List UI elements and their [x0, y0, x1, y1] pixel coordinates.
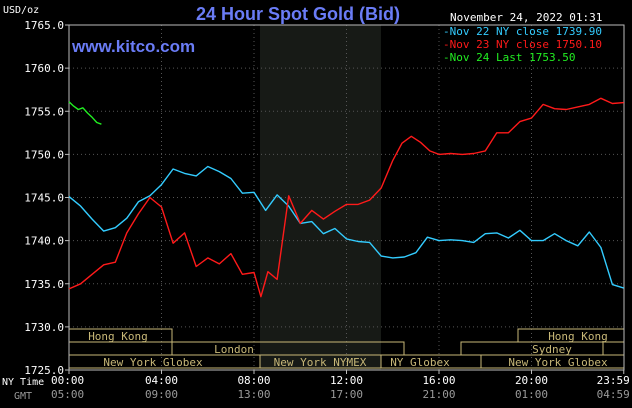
y-axis: 1765.0 1760.0 1755.0 1750.0 1745.0 1740.0 1735…: [24, 19, 69, 377]
gmt-label: GMT: [14, 391, 32, 402]
x-tick-label-gmt: 04:59: [597, 388, 630, 401]
y-tick-label: 1745.0: [24, 192, 64, 205]
x-tick-label-ny: 00:00: [51, 374, 84, 387]
y-tick-label: 1760.0: [24, 62, 64, 75]
y-tick-label: 1735.0: [24, 278, 64, 291]
x-tick-label-gmt: 13:00: [237, 388, 270, 401]
x-tick-label-gmt: 05:00: [51, 388, 84, 401]
series-line-3: [68, 101, 102, 125]
y-tick-label: 1755.0: [24, 105, 64, 118]
legend: -Nov 22 NY close 1739.90-Nov 23 NY close…: [443, 25, 602, 64]
session-label-sydney: Sydney: [532, 343, 572, 356]
session-boxes: Hong Kong Hong Kong London Sydney New Yo…: [68, 328, 625, 369]
y-tick-label: 1750.0: [24, 148, 64, 161]
session-label-london: London: [214, 343, 254, 356]
x-tick-label-ny: 12:00: [330, 374, 363, 387]
y-tick-label: 1725.0: [24, 364, 64, 377]
y-tick-label: 1740.0: [24, 235, 64, 248]
unit-label: USD/oz: [3, 5, 39, 16]
session-label-hong-kong: Hong Kong: [88, 330, 148, 343]
session-label-hong-kong-2: Hong Kong: [548, 330, 608, 343]
ny-time-label: NY Time: [2, 377, 44, 388]
timestamp: November 24, 2022 01:31: [450, 11, 602, 24]
x-tick-label-gmt: 21:00: [422, 388, 455, 401]
x-tick-label-ny: 08:00: [237, 374, 270, 387]
session-label-ny-globex-afternoon: NY Globex: [390, 356, 450, 369]
series-lines: [68, 97, 625, 298]
gridlines: [69, 25, 624, 370]
x-tick-label-gmt: 17:00: [330, 388, 363, 401]
x-tick-label-ny: 20:00: [515, 374, 548, 387]
x-tick-label-ny: 04:00: [145, 374, 178, 387]
legend-item-2: -Nov 23 NY close 1750.10: [443, 38, 602, 51]
x-tick-label-ny: 16:00: [422, 374, 455, 387]
session-label-ny-globex-evening: New York Globex: [508, 356, 608, 369]
site-url[interactable]: www.kitco.com: [71, 37, 195, 56]
y-tick-label: 1730.0: [24, 321, 64, 334]
y-tick-label: 1765.0: [24, 19, 64, 32]
session-label-ny-globex-morning: New York Globex: [103, 356, 203, 369]
legend-item-1: -Nov 22 NY close 1739.90: [443, 25, 602, 38]
x-tick-label-gmt: 01:00: [515, 388, 548, 401]
series-line-1: [68, 165, 625, 289]
nymex-highlight-band: [260, 25, 381, 370]
x-tick-label-gmt: 09:00: [145, 388, 178, 401]
session-label-ny-nymex: New York NYMEX: [274, 356, 367, 369]
series-line-2: [68, 97, 624, 298]
chart-title: 24 Hour Spot Gold (Bid): [196, 4, 400, 24]
x-tick-label-ny: 23:59: [597, 374, 630, 387]
legend-item-3: -Nov 24 Last 1753.50: [443, 51, 575, 64]
